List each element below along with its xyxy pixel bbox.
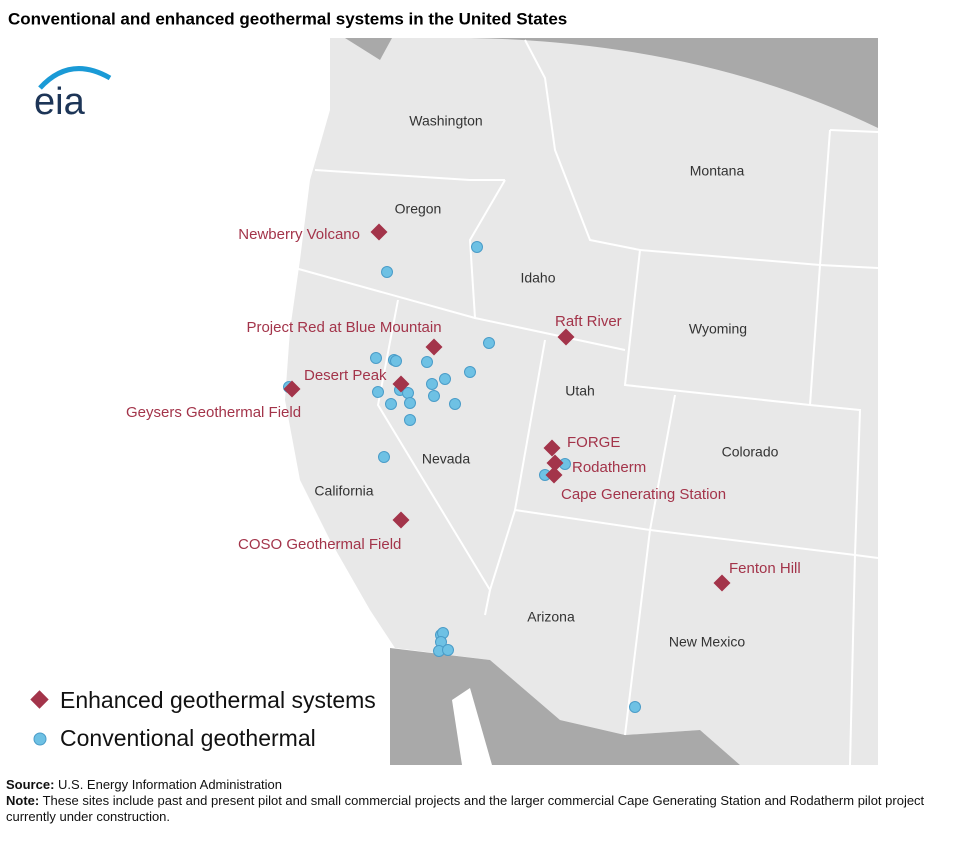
enhanced-site — [546, 454, 564, 472]
site-label: Geysers Geothermal Field — [126, 404, 301, 421]
site-label: Newberry Volcano — [238, 226, 360, 243]
state-label: Oregon — [395, 201, 442, 217]
source: Source: U.S. Energy Information Administ… — [6, 777, 971, 793]
conventional-sites — [283, 241, 641, 713]
conventional-site — [381, 266, 393, 278]
enhanced-site — [425, 338, 443, 356]
state-label: Washington — [409, 113, 482, 129]
state-label: Montana — [690, 163, 745, 179]
site-label: Rodatherm — [572, 459, 646, 476]
conventional-site — [426, 378, 438, 390]
conventional-site — [370, 352, 382, 364]
enhanced-site — [557, 328, 575, 346]
conventional-site — [449, 398, 461, 410]
conventional-site — [629, 701, 641, 713]
state-label: California — [314, 483, 373, 499]
conventional-site — [385, 398, 397, 410]
conventional-site — [421, 356, 433, 368]
source-label: Source: — [6, 777, 55, 792]
legend-label: Conventional geothermal — [60, 725, 316, 751]
basemap — [285, 38, 879, 766]
conventional-site — [471, 241, 483, 253]
enhanced-site — [283, 380, 301, 398]
source-text: U.S. Energy Information Administration — [58, 777, 283, 792]
enhanced-site — [392, 375, 410, 393]
state-label: Arizona — [527, 609, 575, 625]
legend: Enhanced geothermal systems Conventional… — [30, 687, 376, 751]
conventional-site — [439, 373, 451, 385]
state-label: Nevada — [422, 451, 470, 467]
conventional-site — [442, 644, 454, 656]
border — [314, 169, 505, 181]
enhanced-site — [370, 223, 388, 241]
state-label: Wyoming — [689, 321, 747, 337]
conventional-site — [390, 355, 402, 367]
state-labels: Washington Oregon Montana Idaho Wyoming Utah N… — [314, 113, 778, 650]
border — [294, 267, 626, 351]
conventional-site — [464, 366, 476, 378]
border — [468, 179, 506, 319]
border — [624, 394, 676, 736]
conventional-site — [378, 451, 390, 463]
state-label: Colorado — [722, 444, 779, 460]
enhanced-sites: Newberry Volcano Project Red at Blue Moun… — [126, 223, 801, 592]
logo-text: eia — [34, 81, 86, 123]
border — [524, 39, 641, 251]
legend-diamond — [30, 690, 49, 709]
state-label: Idaho — [520, 270, 555, 286]
gulf — [452, 688, 492, 765]
state-label: New Mexico — [669, 634, 745, 650]
state-label: Utah — [565, 383, 595, 399]
site-label: Raft River — [555, 313, 622, 330]
conventional-site — [428, 390, 440, 402]
title: Conventional and enhanced geothermal sys… — [8, 9, 567, 28]
logo-arc — [38, 66, 112, 90]
canada — [470, 38, 878, 128]
border — [819, 264, 879, 269]
border — [809, 404, 879, 559]
enhanced-site — [392, 511, 410, 529]
border — [623, 249, 811, 406]
conventional-site — [404, 414, 416, 426]
site-label: COSO Geothermal Field — [238, 536, 401, 553]
conventional-site — [483, 337, 495, 349]
note-label: Note: — [6, 793, 40, 808]
logo: eia — [34, 66, 112, 123]
canada-west — [345, 38, 392, 60]
state-borders — [294, 39, 879, 766]
conventional-site — [372, 386, 384, 398]
site-label: Fenton Hill — [729, 560, 801, 577]
site-label: FORGE — [567, 434, 620, 451]
enhanced-site — [543, 439, 561, 457]
border — [376, 299, 492, 616]
enhanced-site — [545, 466, 563, 484]
note: Note: These sites include past and prese… — [6, 793, 971, 825]
site-label: Project Red at Blue Mountain — [246, 319, 441, 336]
footer: Source: U.S. Energy Information Administ… — [6, 777, 971, 825]
site-label: Cape Generating Station — [561, 486, 726, 503]
border — [849, 554, 856, 766]
border — [639, 249, 821, 266]
enhanced-site — [713, 574, 731, 592]
site-label: Desert Peak — [304, 367, 387, 384]
border — [829, 129, 879, 133]
legend-circle — [33, 732, 47, 746]
note-text: These sites include past and present pil… — [6, 793, 925, 824]
legend-label: Enhanced geothermal systems — [60, 687, 376, 713]
conventional-site — [404, 397, 416, 409]
